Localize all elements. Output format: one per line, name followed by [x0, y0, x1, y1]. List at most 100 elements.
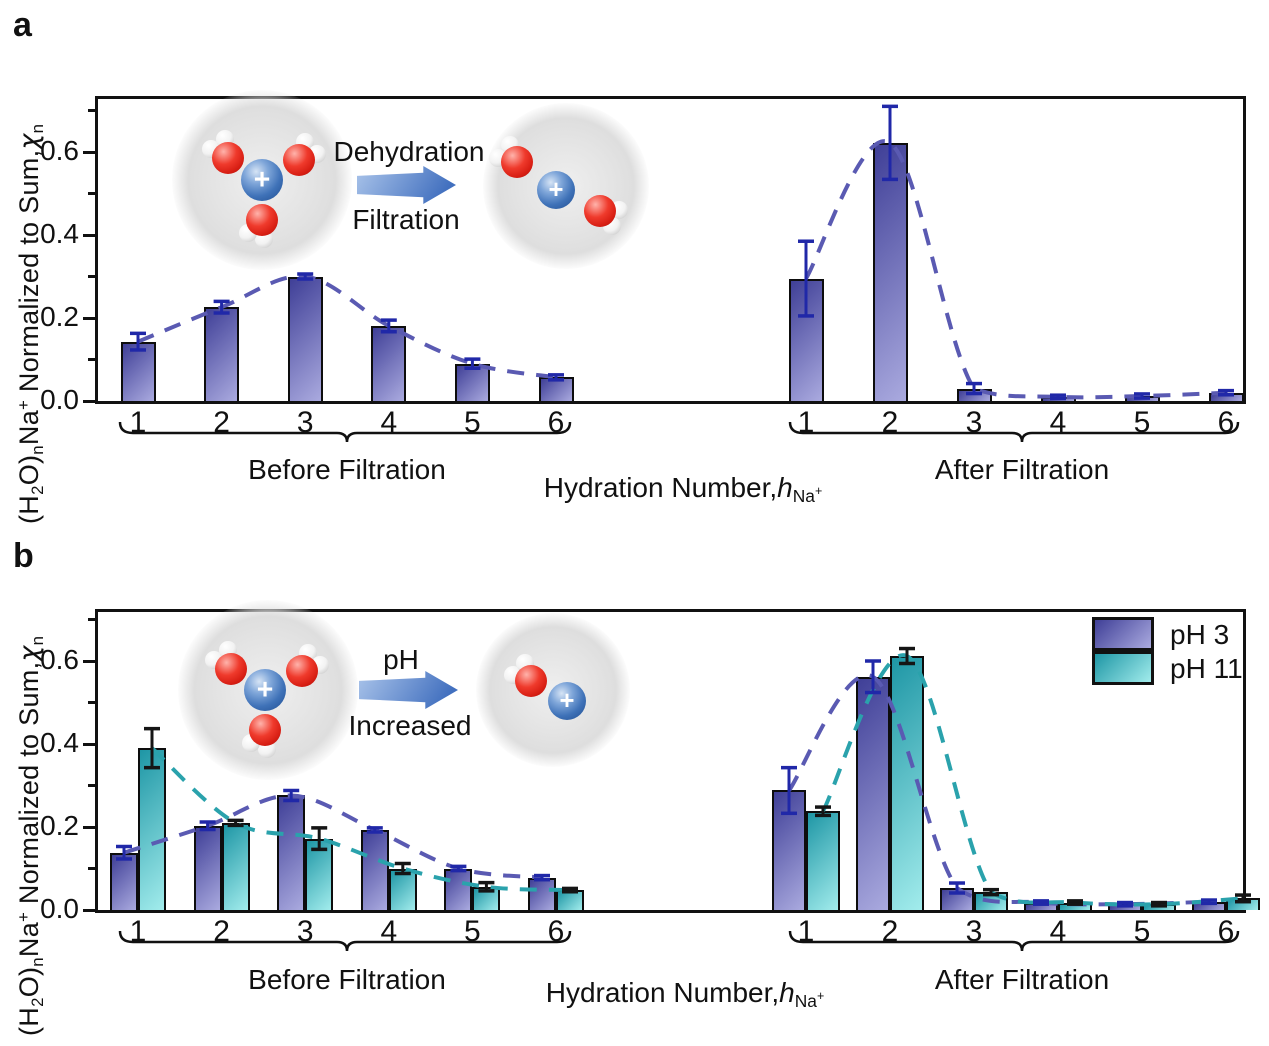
bar-b-after-5-pH11 — [1142, 904, 1176, 910]
panel-a-letter: a — [13, 6, 32, 44]
y-tick-label: 0.2 — [40, 301, 79, 332]
legend-swatch-ph3 — [1092, 617, 1154, 651]
bar-b-after-3-pH3 — [940, 888, 974, 910]
y-minor-tick — [88, 358, 95, 361]
panel-b-letter: b — [13, 537, 34, 575]
oxygen-atom-icon — [246, 204, 278, 236]
y-major-tick — [83, 742, 95, 746]
bar-b-after-1-pH11 — [806, 811, 840, 910]
y-tick-label: 0.0 — [40, 893, 79, 924]
y-major-tick — [83, 659, 95, 663]
oxygen-atom-icon — [283, 144, 315, 176]
y-major-tick — [83, 908, 95, 912]
y-minor-tick — [88, 275, 95, 278]
x-tick-label: 3 — [296, 406, 314, 439]
bar-b-before-4-pH3 — [360, 829, 389, 910]
x-tick-label: 2 — [213, 406, 230, 439]
y-major-tick — [83, 399, 95, 403]
y-tick-label: 0.6 — [40, 644, 79, 675]
oxygen-atom-icon — [515, 665, 547, 697]
bar-b-after-2-pH3 — [856, 676, 890, 910]
y-major-tick — [83, 825, 95, 829]
group-bracket — [118, 930, 572, 952]
group-label-b-after: After Filtration — [934, 964, 1110, 995]
y-major-tick — [83, 233, 95, 237]
bar-b-before-3-pH11 — [305, 838, 334, 910]
group-label-b-before: Before Filtration — [248, 964, 446, 995]
sodium-ion-icon: + — [244, 669, 286, 711]
y-minor-tick — [88, 701, 95, 704]
bar-b-before-2-pH11 — [221, 822, 250, 910]
x-tick-label: 4 — [380, 406, 398, 439]
bar-a-after-3 — [956, 388, 992, 401]
sodium-ion-icon: + — [241, 159, 283, 201]
bar-b-after-1-pH3 — [772, 790, 806, 910]
x-tick-label: 2 — [881, 915, 899, 948]
oxygen-atom-icon — [249, 714, 281, 746]
x-tick-label: 6 — [1217, 406, 1235, 439]
bar-a-after-6 — [1208, 392, 1244, 401]
y-major-tick — [83, 150, 95, 154]
group-bracket — [788, 930, 1240, 952]
bar-b-after-6-pH3 — [1192, 901, 1226, 910]
legend-label-ph11: pH 11 — [1170, 653, 1243, 684]
bar-a-before-3 — [287, 276, 323, 401]
bar-b-before-4-pH11 — [388, 868, 417, 910]
y-minor-tick — [88, 867, 95, 870]
oxygen-atom-icon — [212, 142, 244, 174]
group-label-a-after: After Filtration — [934, 454, 1110, 485]
sodium-ion-icon: + — [548, 682, 586, 720]
inset-a-top-label: Dehydration — [333, 136, 485, 167]
bar-b-after-2-pH11 — [890, 656, 924, 910]
x-tick-label: 1 — [797, 406, 815, 439]
x-tick-label: 1 — [129, 915, 147, 948]
legend-swatch-ph11 — [1092, 651, 1154, 685]
bar-a-before-5 — [454, 363, 490, 401]
bar-a-before-6 — [538, 377, 574, 401]
x-tick-label: 2 — [213, 915, 230, 948]
x-tick-label: 6 — [547, 406, 565, 439]
sodium-ion-icon: + — [537, 171, 575, 209]
x-tick-label: 5 — [464, 406, 481, 439]
bar-a-after-4 — [1040, 396, 1076, 401]
inset-b-top-label: pH — [383, 644, 419, 675]
bar-b-after-5-pH3 — [1108, 904, 1142, 910]
x-tick-label: 3 — [296, 915, 314, 948]
bar-b-before-6-pH3 — [528, 877, 556, 910]
bar-a-after-5 — [1124, 396, 1160, 401]
x-tick-label: 1 — [797, 915, 815, 948]
bar-a-before-2 — [204, 307, 240, 401]
y-tick-label: 0.0 — [40, 384, 79, 415]
x-tick-label: 3 — [965, 915, 983, 948]
y-major-tick — [83, 316, 95, 320]
group-label-a-before: Before Filtration — [248, 454, 446, 485]
bar-a-before-1 — [120, 341, 156, 401]
group-bracket — [788, 421, 1240, 443]
legend-label-ph3: pH 3 — [1170, 619, 1230, 650]
bar-a-before-4 — [371, 325, 407, 401]
y-tick-label: 0.2 — [40, 810, 79, 841]
y-minor-tick — [88, 618, 95, 621]
oxygen-atom-icon — [584, 195, 616, 227]
x-tick-label: 4 — [1049, 915, 1067, 948]
bar-b-after-4-pH11 — [1058, 902, 1092, 910]
x-tick-label: 4 — [1049, 406, 1067, 439]
bar-b-after-3-pH11 — [974, 892, 1008, 910]
x-tick-label: 1 — [129, 406, 147, 439]
panel-b-x-axis-label: Hydration Number,hNa+ — [545, 977, 825, 1012]
bar-b-before-3-pH3 — [277, 795, 306, 910]
bar-b-before-6-pH11 — [556, 890, 584, 910]
inset-b-bottom-label: Increased — [348, 710, 472, 741]
y-tick-label: 0.4 — [40, 727, 79, 758]
x-tick-label: 4 — [380, 915, 398, 948]
oxygen-atom-icon — [501, 146, 533, 178]
panel-a-x-axis-label: Hydration Number,hNa+ — [543, 472, 823, 507]
group-bracket — [118, 421, 572, 443]
bar-b-before-1-pH3 — [110, 852, 138, 910]
oxygen-atom-icon — [286, 655, 318, 687]
bar-a-after-2 — [872, 142, 908, 401]
x-tick-label: 5 — [1133, 915, 1151, 948]
x-tick-label: 5 — [464, 915, 481, 948]
bar-b-after-4-pH3 — [1024, 902, 1058, 910]
